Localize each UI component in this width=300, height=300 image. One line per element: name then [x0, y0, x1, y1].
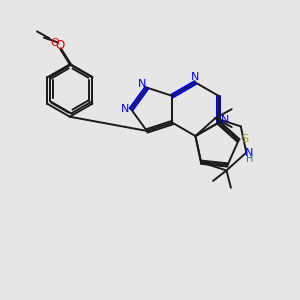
- Text: N: N: [191, 72, 200, 82]
- Text: S: S: [241, 134, 248, 144]
- Text: N: N: [245, 148, 254, 158]
- Text: N: N: [220, 115, 229, 125]
- Text: O: O: [56, 39, 65, 52]
- Text: N: N: [138, 79, 147, 89]
- Text: N: N: [120, 104, 129, 114]
- Text: H: H: [246, 154, 253, 164]
- Text: O: O: [50, 38, 59, 48]
